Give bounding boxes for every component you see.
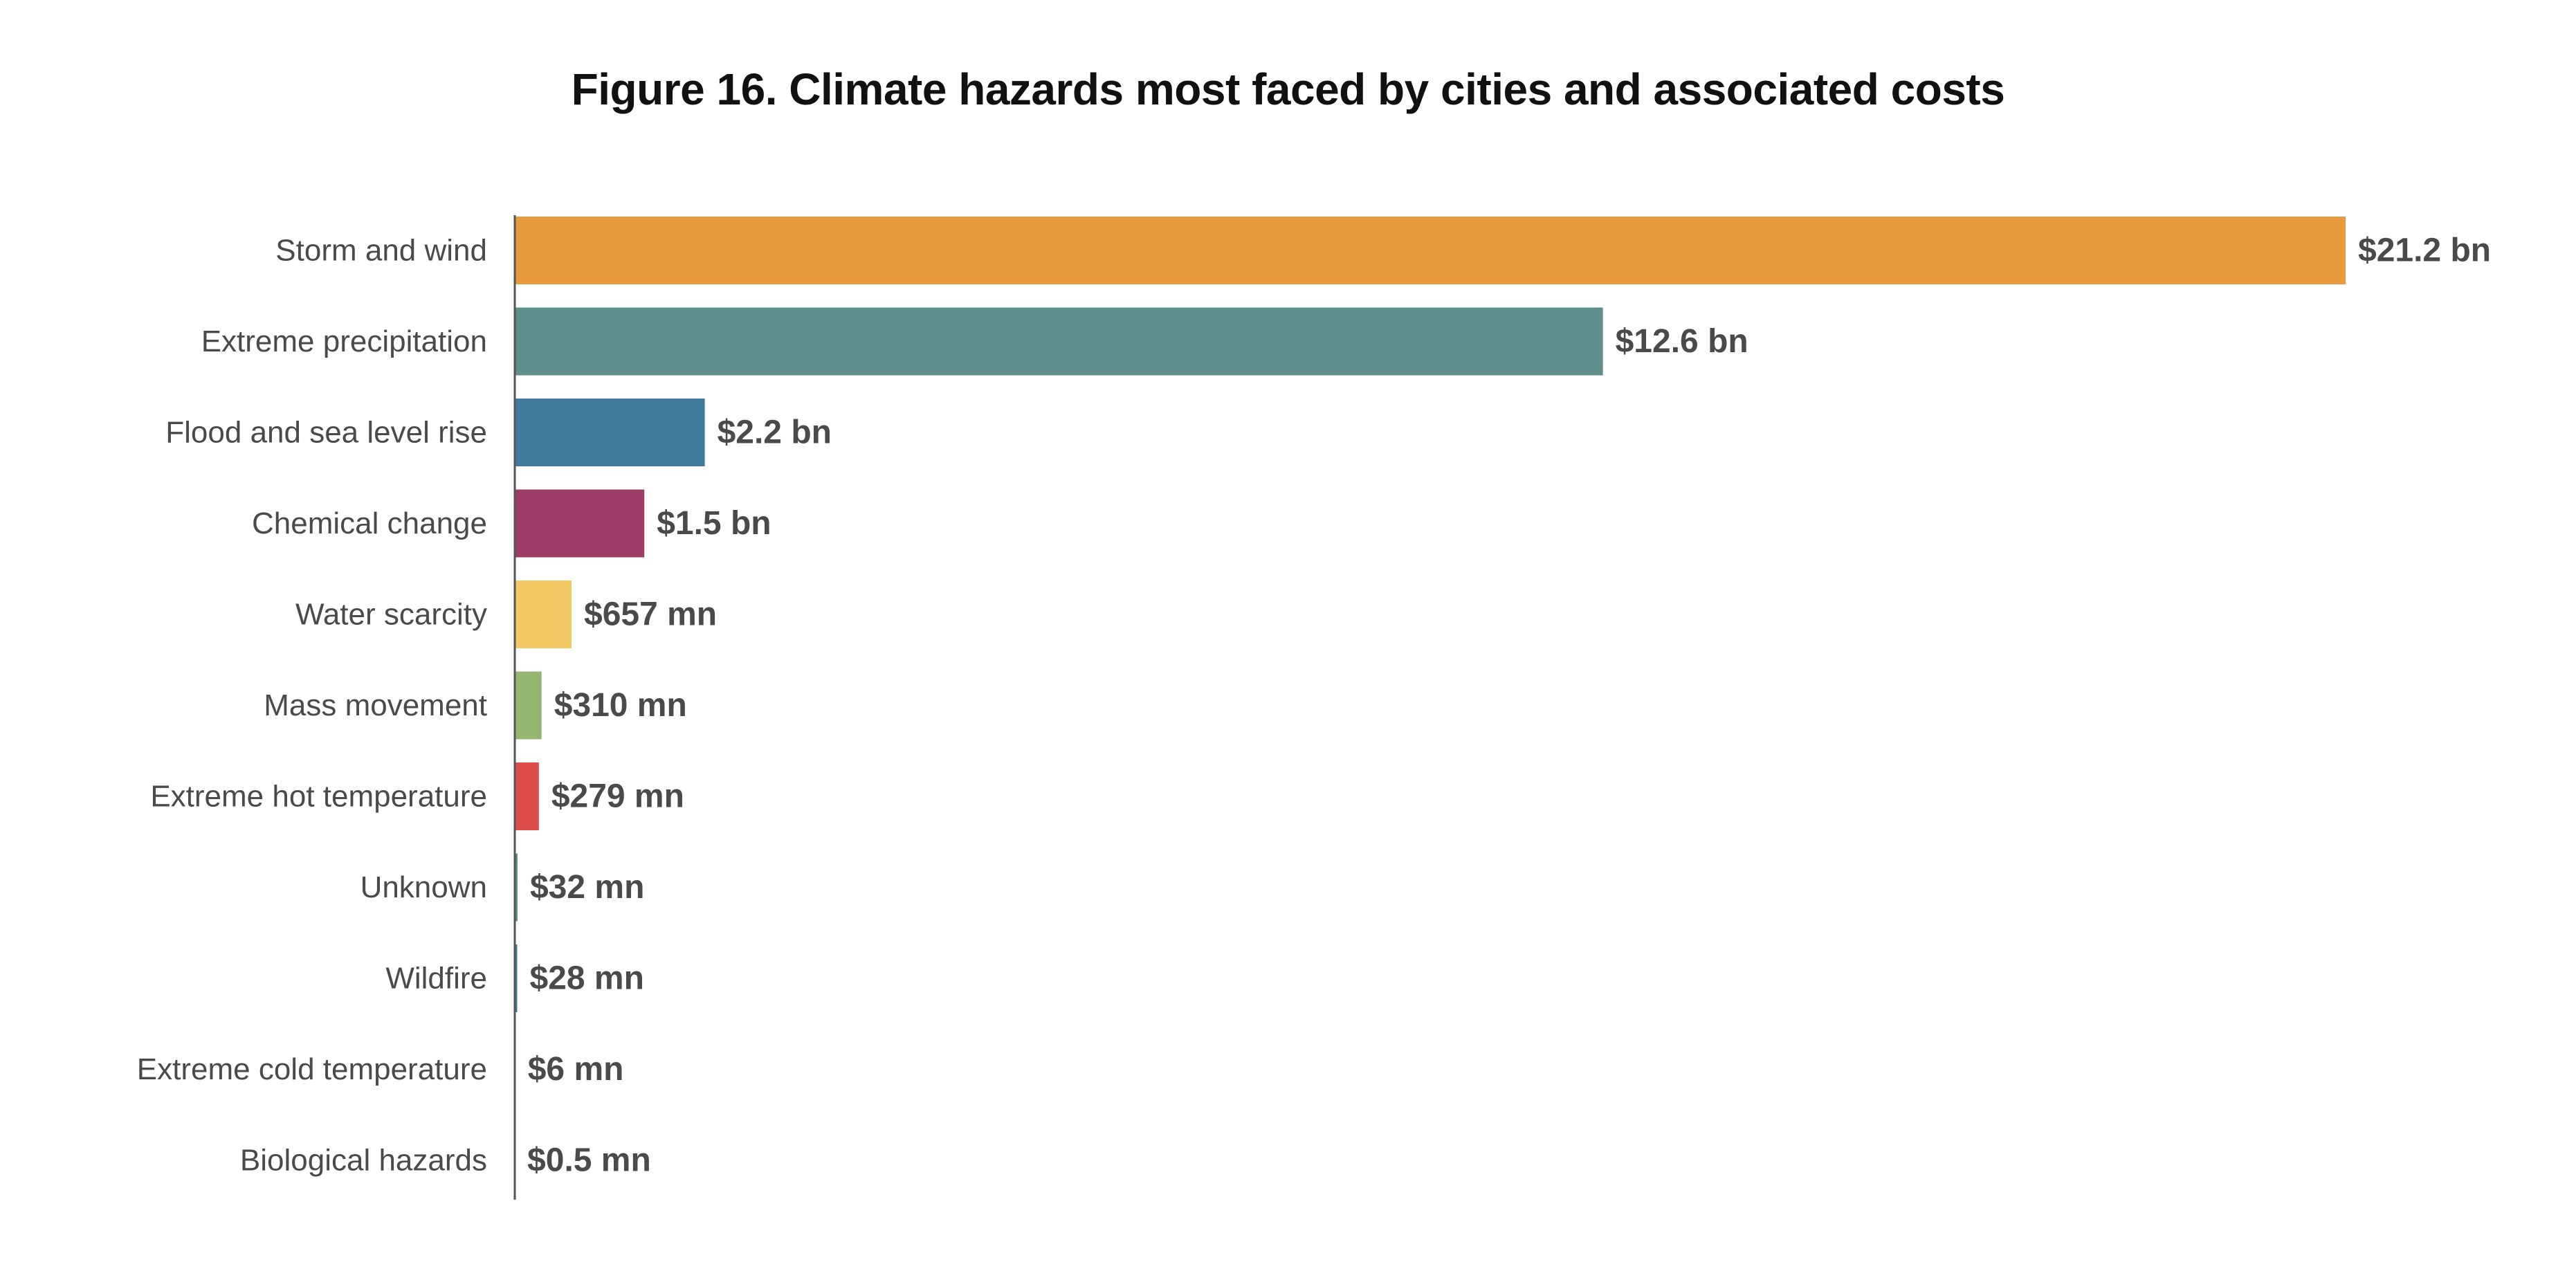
category-label: Extreme hot temperature [150,780,487,814]
value-label: $32 mn [530,869,644,906]
category-label: Storm and wind [275,234,487,268]
bar-flood-and-sea-level-rise [515,399,705,466]
bars-layer [515,217,2346,1194]
category-label: Extreme cold temperature [137,1052,487,1086]
labels-layer: Storm and wind $21.2 bn Extreme precipitat… [137,232,2491,1179]
value-label: $12.6 bn [1616,323,1748,360]
bar-wildfire [515,944,518,1012]
value-label: $657 mn [584,596,717,633]
value-label: $6 mn [528,1051,624,1088]
category-label: Unknown [360,870,487,904]
value-label: $2.2 bn [718,414,832,451]
category-label: Wildfire [385,962,487,996]
category-label: Flood and sea level rise [165,416,487,450]
bar-mass-movement [515,671,542,740]
bar-chemical-change [515,489,645,558]
bar-unknown [515,853,518,922]
category-label: Water scarcity [295,598,487,632]
category-label: Mass movement [264,688,487,722]
bar-storm-and-wind [515,217,2346,284]
value-label: $279 mn [551,778,684,815]
value-label: $310 mn [554,687,687,724]
value-label: $28 mn [529,960,643,997]
value-label: $0.5 mn [527,1142,651,1179]
value-label: $1.5 bn [657,505,771,542]
category-label: Chemical change [252,506,487,540]
bar-extreme-precipitation [515,307,1603,376]
category-label: Extreme precipitation [201,324,487,358]
bar-water-scarcity [515,580,572,648]
category-label: Biological hazards [240,1144,487,1178]
value-label: $21.2 bn [2358,232,2491,269]
bar-extreme-hot-temperature [515,762,539,830]
chart-title: Figure 16. Climate hazards most faced by… [571,64,2005,114]
